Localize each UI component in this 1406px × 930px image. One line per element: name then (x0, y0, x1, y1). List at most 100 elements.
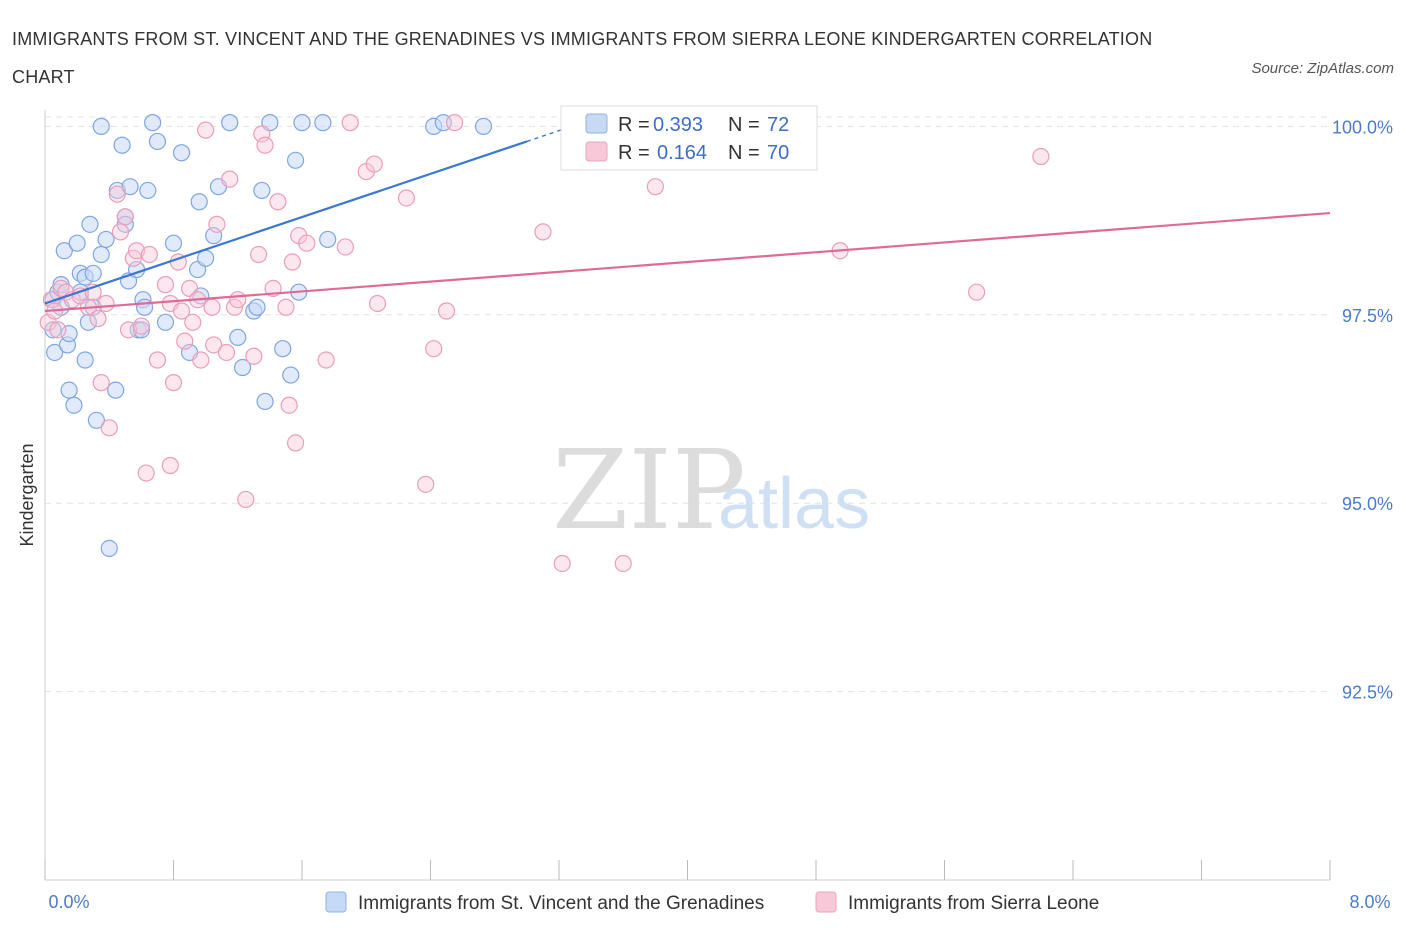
point-s1-11 (68, 234, 86, 252)
legend-r-value-1: 0.393 (653, 114, 703, 136)
point-s2-58 (341, 114, 359, 132)
y-tick-label-3: 92.5% (1342, 683, 1393, 703)
point-s2-13 (100, 419, 118, 437)
x-tick-label-0: 0.0% (48, 892, 89, 912)
point-s1-27 (113, 136, 131, 154)
trend-line-s2 (44, 211, 1331, 313)
point-s2-17 (119, 321, 138, 339)
point-s2-43 (237, 490, 255, 509)
point-s2-55 (298, 234, 316, 252)
series-legend-swatch-pink (815, 891, 837, 913)
point-s2-3 (49, 321, 67, 339)
point-s1-64 (319, 230, 337, 249)
point-s1-39 (148, 132, 167, 151)
point-s2-47 (256, 136, 274, 154)
point-s1-55 (253, 181, 271, 200)
point-s1-62 (293, 114, 311, 132)
point-s1-24 (100, 539, 118, 558)
point-s2-50 (277, 298, 295, 316)
point-s1-41 (164, 234, 183, 252)
x-tick-labels: 0.0% 8.0% (48, 892, 1390, 912)
point-s1-31 (121, 178, 139, 196)
point-s1-47 (197, 249, 215, 267)
legend-n-value-1: 72 (767, 114, 789, 136)
point-s2-24 (156, 276, 175, 294)
legend-n-label-1: N = (728, 114, 760, 136)
gridlines (45, 116, 1330, 693)
legend-n-value-2: 70 (767, 142, 789, 164)
y-tick-label-0: 100.0% (1332, 117, 1393, 137)
point-s1-63 (314, 114, 332, 132)
point-s2-22 (140, 245, 159, 264)
point-s1-42 (172, 144, 191, 162)
point-s1-50 (221, 114, 239, 132)
point-s1-40 (156, 313, 175, 331)
point-s2-20 (132, 317, 150, 335)
point-s2-34 (192, 351, 210, 369)
point-s1-20 (87, 411, 106, 429)
point-s2-63 (417, 475, 435, 493)
point-s2-36 (203, 298, 221, 316)
series-legend-label-2: Immigrants from Sierra Leone (848, 893, 1099, 914)
trend-line-s1 (44, 140, 528, 305)
legend-swatch-blue (585, 113, 608, 134)
point-s2-52 (283, 253, 301, 271)
point-s1-52 (233, 358, 252, 377)
point-s1-21 (92, 117, 110, 135)
point-s1-23 (97, 230, 115, 249)
point-s1-22 (92, 245, 110, 264)
point-s2-40 (221, 170, 239, 188)
point-s2-37 (205, 336, 223, 354)
point-s2-39 (217, 343, 236, 362)
point-s1-25 (107, 381, 125, 399)
point-s2-67 (534, 223, 552, 241)
point-s2-53 (286, 434, 305, 452)
point-s2-14 (108, 185, 126, 203)
point-s2-57 (336, 238, 354, 256)
y-tick-labels: 100.0% 97.5% 95.0% 92.5% (1332, 117, 1393, 702)
point-s1-14 (76, 351, 94, 369)
point-s2-42 (229, 291, 247, 309)
point-s1-37 (139, 181, 157, 200)
point-s1-9 (60, 381, 78, 399)
point-s2-64 (425, 340, 443, 358)
point-s1-8 (60, 325, 78, 343)
x-tick-label-1: 8.0% (1349, 892, 1390, 912)
point-s2-70 (614, 554, 632, 573)
point-s2-74 (1032, 147, 1050, 166)
point-s2-51 (280, 396, 298, 414)
point-s2-38 (208, 215, 226, 233)
point-s2-11 (92, 374, 110, 392)
point-s1-34 (132, 321, 150, 339)
series-legend-label-1: Immigrants from St. Vincent and the Gren… (358, 893, 764, 914)
point-s2-73 (968, 283, 986, 301)
point-s1-36 (135, 298, 154, 316)
point-s2-65 (437, 302, 456, 320)
point-s2-27 (164, 374, 183, 392)
point-s2-32 (184, 313, 202, 331)
point-s1-67 (474, 117, 493, 135)
point-s2-15 (111, 223, 130, 241)
point-s2-46 (253, 125, 271, 143)
point-s2-25 (161, 456, 179, 475)
point-s2-16 (116, 208, 134, 226)
point-s2-71 (646, 178, 664, 196)
legend-r-value-2: 0.164 (657, 142, 707, 164)
point-s1-48 (205, 227, 223, 245)
chart-title: IMMIGRANTS FROM ST. VINCENT AND THE GREN… (12, 29, 1153, 87)
point-s2-66 (445, 114, 464, 132)
point-s1-18 (84, 264, 102, 282)
point-s2-19 (127, 242, 146, 260)
legend-swatch-pink (585, 141, 608, 162)
point-s2-44 (245, 347, 263, 365)
y-axis-label: Kindergarten (17, 443, 37, 546)
watermark-zip: ZIP (552, 426, 746, 554)
legend-r-label-2: R = (618, 142, 650, 164)
point-s1-51 (229, 328, 247, 346)
point-s1-38 (144, 114, 162, 132)
chart-source: Source: ZipAtlas.com (1251, 60, 1394, 77)
point-s2-45 (250, 245, 268, 264)
point-s2-49 (269, 193, 287, 211)
axes (44, 110, 1331, 881)
series-legend-swatch-blue (325, 891, 347, 913)
